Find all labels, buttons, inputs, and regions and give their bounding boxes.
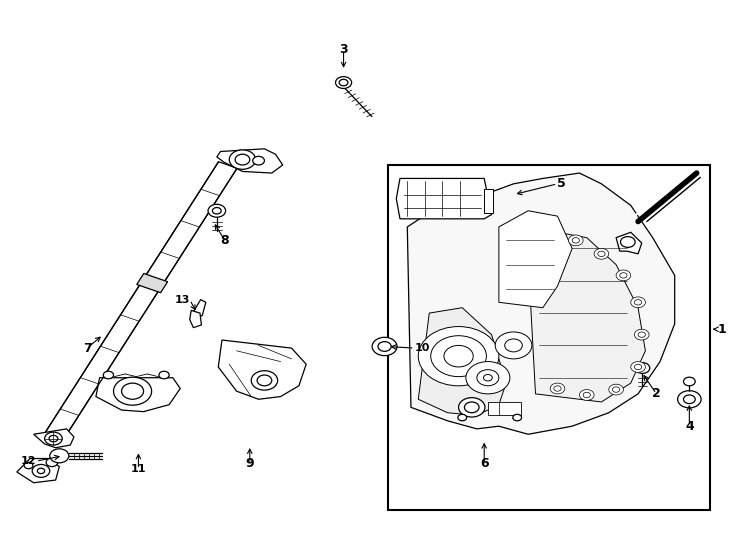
- Polygon shape: [418, 308, 506, 415]
- Polygon shape: [407, 173, 675, 434]
- Circle shape: [339, 79, 348, 86]
- Circle shape: [251, 371, 277, 390]
- Circle shape: [103, 372, 114, 379]
- Circle shape: [568, 235, 583, 246]
- Circle shape: [37, 468, 45, 474]
- Circle shape: [513, 414, 522, 421]
- Circle shape: [208, 204, 225, 217]
- Circle shape: [477, 370, 499, 386]
- Circle shape: [594, 248, 608, 259]
- Text: 6: 6: [480, 457, 489, 470]
- Circle shape: [608, 384, 623, 395]
- Polygon shape: [448, 395, 531, 418]
- Circle shape: [466, 362, 510, 394]
- Circle shape: [45, 432, 62, 445]
- Circle shape: [378, 342, 391, 352]
- Circle shape: [579, 389, 594, 400]
- Polygon shape: [96, 377, 180, 411]
- Text: 13: 13: [175, 295, 189, 305]
- Polygon shape: [137, 273, 167, 293]
- Polygon shape: [616, 232, 642, 254]
- Text: 8: 8: [220, 234, 229, 247]
- Polygon shape: [217, 149, 283, 173]
- Circle shape: [619, 273, 627, 278]
- Circle shape: [620, 237, 635, 247]
- Polygon shape: [396, 178, 492, 219]
- Circle shape: [583, 392, 590, 397]
- Text: 5: 5: [558, 177, 566, 190]
- Circle shape: [458, 414, 467, 421]
- Circle shape: [635, 363, 650, 374]
- Circle shape: [444, 346, 473, 367]
- Circle shape: [550, 383, 564, 394]
- Polygon shape: [43, 162, 237, 443]
- Circle shape: [32, 464, 50, 477]
- Circle shape: [114, 377, 152, 405]
- Text: 3: 3: [339, 43, 348, 56]
- Circle shape: [638, 332, 645, 338]
- Circle shape: [484, 375, 493, 381]
- Text: 11: 11: [131, 464, 146, 474]
- Bar: [484, 189, 493, 213]
- Text: 9: 9: [245, 457, 254, 470]
- Circle shape: [212, 207, 221, 214]
- Circle shape: [683, 377, 695, 386]
- Circle shape: [252, 157, 264, 165]
- Circle shape: [24, 462, 33, 469]
- Text: 10: 10: [415, 343, 430, 353]
- Circle shape: [631, 362, 645, 373]
- Polygon shape: [528, 232, 645, 402]
- Circle shape: [677, 390, 701, 408]
- Circle shape: [431, 336, 487, 376]
- Polygon shape: [34, 429, 74, 448]
- Circle shape: [634, 300, 642, 305]
- Circle shape: [122, 383, 144, 399]
- Circle shape: [634, 329, 649, 340]
- Polygon shape: [192, 300, 206, 316]
- Circle shape: [612, 387, 619, 392]
- Circle shape: [337, 78, 350, 87]
- Circle shape: [46, 458, 58, 467]
- Circle shape: [459, 397, 485, 417]
- Circle shape: [159, 372, 170, 379]
- Circle shape: [50, 449, 69, 463]
- Circle shape: [631, 297, 645, 308]
- Circle shape: [616, 270, 631, 281]
- Polygon shape: [17, 458, 59, 483]
- Circle shape: [505, 339, 523, 352]
- Bar: [388, 165, 710, 510]
- Text: 1: 1: [717, 323, 726, 336]
- Circle shape: [465, 402, 479, 413]
- Polygon shape: [218, 340, 306, 399]
- Circle shape: [335, 77, 352, 89]
- Circle shape: [257, 375, 272, 386]
- Text: 12: 12: [21, 456, 36, 466]
- Polygon shape: [499, 211, 572, 308]
- Circle shape: [554, 386, 561, 391]
- Text: 2: 2: [652, 387, 661, 400]
- Circle shape: [495, 332, 532, 359]
- Circle shape: [418, 327, 499, 386]
- Polygon shape: [189, 310, 201, 328]
- Circle shape: [683, 395, 695, 403]
- Text: 4: 4: [685, 420, 694, 433]
- Circle shape: [597, 251, 605, 256]
- Circle shape: [49, 435, 58, 442]
- Circle shape: [572, 238, 579, 243]
- Bar: [488, 402, 521, 415]
- Circle shape: [235, 154, 250, 165]
- Circle shape: [229, 150, 255, 169]
- Text: 7: 7: [83, 342, 92, 355]
- Circle shape: [634, 364, 642, 370]
- Circle shape: [372, 338, 397, 356]
